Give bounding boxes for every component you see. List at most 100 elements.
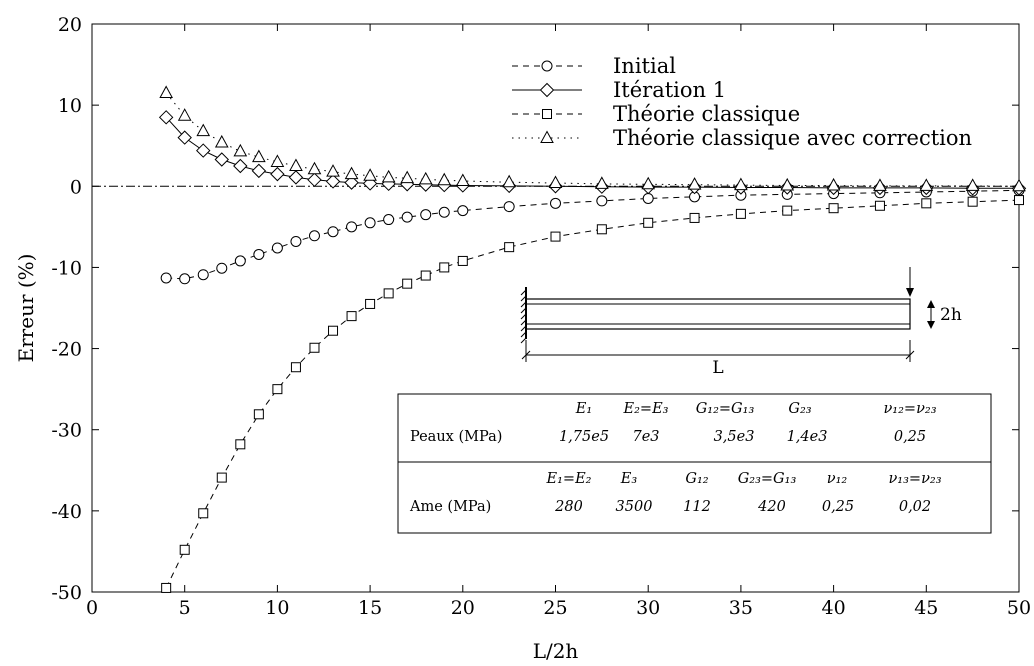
data-point: [457, 205, 469, 217]
data-point: [874, 200, 885, 211]
data-point: [158, 110, 174, 125]
data-point: [643, 217, 654, 228]
data-point: [253, 248, 265, 260]
series-diamond: [158, 110, 1027, 196]
data-point: [383, 214, 395, 226]
x-tick-label: 20: [451, 597, 475, 619]
data-point: [782, 205, 793, 216]
data-point: [290, 235, 302, 247]
data-point: [400, 170, 415, 184]
y-tick-label: -20: [51, 339, 82, 361]
legend-label: Théorie classique: [613, 102, 800, 126]
table-cell: 3500: [616, 499, 653, 515]
data-point: [216, 262, 228, 274]
data-point: [290, 362, 301, 373]
x-tick-label: 10: [265, 597, 289, 619]
data-point: [873, 178, 887, 191]
y-tick-label: 0: [70, 176, 82, 198]
legend-label: Initial: [613, 54, 676, 78]
x-tick-label: 0: [86, 597, 98, 619]
clamp-hatch: [520, 313, 527, 320]
data-point: [235, 439, 246, 450]
data-point: [344, 166, 359, 180]
x-tick-label: 35: [729, 597, 753, 619]
data-point: [735, 208, 746, 219]
table-header: E₁=E₂: [546, 471, 592, 487]
data-point: [437, 172, 452, 186]
data-point: [198, 508, 209, 519]
height-arrow-down: [927, 321, 935, 329]
data-point: [641, 176, 656, 190]
data-point: [687, 177, 702, 190]
data-point: [233, 158, 248, 174]
series-square: [161, 195, 1024, 593]
data-point: [595, 176, 609, 189]
data-point: [363, 168, 377, 181]
data-point: [967, 196, 978, 207]
table-row-label: Peaux (MPa): [410, 429, 502, 445]
data-point: [307, 161, 322, 175]
beam-diagram: 2h L: [520, 267, 962, 378]
data-point: [734, 177, 748, 191]
data-point: [455, 173, 470, 187]
data-point: [214, 134, 229, 148]
data-point: [177, 130, 192, 145]
data-point: [402, 278, 413, 289]
legend-marker: [542, 109, 552, 119]
data-point: [457, 255, 468, 266]
clamp-hatch: [520, 325, 527, 332]
series-line: [166, 189, 1020, 280]
table-header: G₂₃: [788, 401, 811, 417]
table-cell: 1,4e3: [787, 429, 828, 445]
legend-label: Itération 1: [613, 78, 726, 102]
table-cell: 3,5e3: [714, 429, 755, 445]
height-arrow-up: [927, 300, 935, 308]
data-point: [179, 273, 191, 285]
data-point: [420, 209, 432, 221]
y-tick-label: 10: [58, 95, 82, 117]
data-point: [919, 178, 934, 191]
data-point: [439, 262, 450, 273]
table-header: G₁₂: [685, 471, 708, 487]
data-point: [548, 175, 563, 189]
clamp-hatch: [520, 295, 527, 302]
data-point: [596, 224, 607, 235]
x-axis-title: L/2h: [533, 639, 579, 663]
x-tick-label: 45: [914, 597, 938, 619]
load-arrow-head: [906, 288, 914, 297]
length-tick-left: [521, 350, 531, 360]
series-layer: [158, 85, 1027, 593]
data-point: [253, 409, 264, 420]
data-point: [365, 298, 376, 309]
data-point: [161, 582, 172, 593]
data-point: [270, 166, 285, 182]
table-header: E₁: [575, 401, 592, 417]
data-point: [159, 85, 174, 98]
y-tick-label: -50: [51, 582, 82, 604]
table-header: ν₁₂=ν₂₃: [883, 401, 936, 417]
data-point: [550, 231, 561, 242]
x-tick-label: 30: [636, 597, 660, 619]
y-tick-label: -10: [51, 257, 82, 279]
data-point: [179, 544, 190, 555]
y-tick-label: -40: [51, 501, 82, 523]
clamp-hatch: [520, 337, 527, 344]
clamp-hatch: [520, 319, 527, 326]
data-point: [826, 177, 841, 191]
data-point: [270, 154, 285, 167]
data-point: [550, 197, 561, 209]
data-point: [214, 152, 229, 167]
data-point: [828, 203, 839, 214]
data-point: [272, 384, 283, 395]
data-point: [502, 174, 516, 188]
data-point: [288, 170, 304, 185]
data-point: [196, 143, 211, 158]
data-point: [689, 212, 700, 223]
data-point: [197, 269, 209, 281]
data-point: [504, 242, 515, 253]
table-frame: [397, 393, 992, 534]
table-row-label: Ame (MPa): [409, 499, 491, 515]
legend-marker: [539, 82, 555, 98]
